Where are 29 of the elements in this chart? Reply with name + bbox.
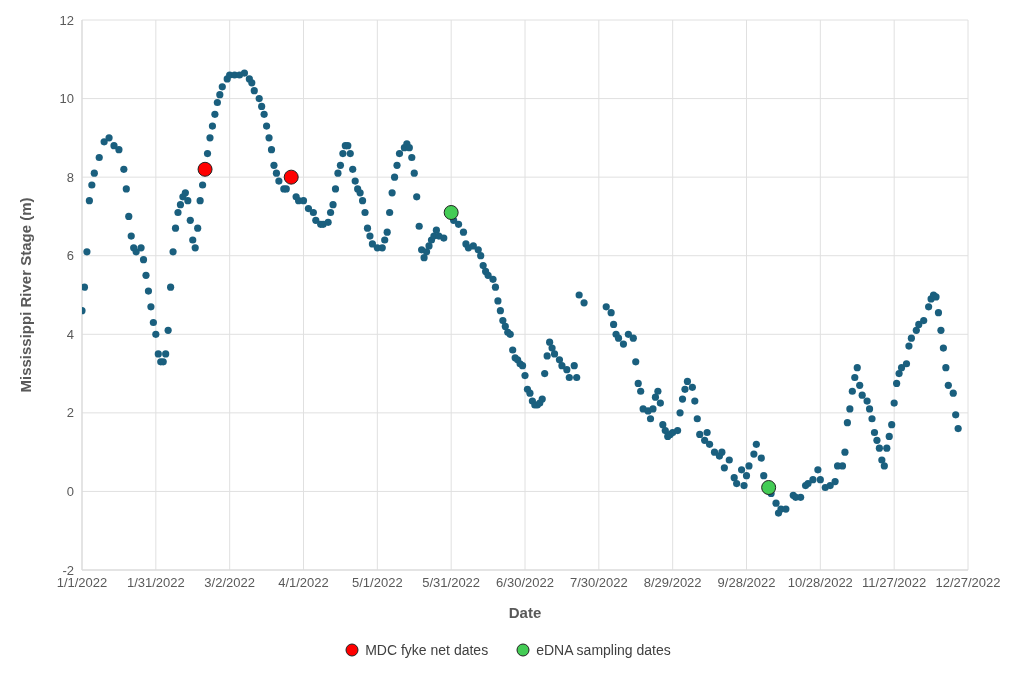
- y-tick-label: 10: [59, 91, 74, 107]
- y-tick-label: 8: [66, 169, 74, 185]
- point: [197, 161, 213, 177]
- y-tick-label: 2: [66, 405, 74, 421]
- x-tick-label: 8/29/2022: [643, 575, 702, 591]
- x-tick-label: 9/28/2022: [717, 575, 776, 591]
- y-tick-label: 12: [59, 12, 74, 28]
- point: [761, 480, 777, 495]
- x-tick-label: 1/1/2022: [56, 575, 108, 591]
- x-tick-label: 1/31/2022: [126, 575, 185, 591]
- legend-label: MDC fyke net dates: [365, 642, 489, 658]
- x-tick-label: 12/27/2022: [935, 575, 1001, 591]
- x-tick-label: 5/1/2022: [352, 575, 403, 591]
- point: [283, 169, 299, 185]
- y-tick-label: 4: [66, 326, 74, 342]
- y-tick-label: 0: [66, 484, 74, 500]
- legend-label: eDNA sampling dates: [536, 642, 671, 658]
- x-tick-label: 6/30/2022: [496, 575, 554, 591]
- y-tick-label: -2: [62, 562, 74, 578]
- x-tick-label: 10/28/2022: [787, 575, 853, 591]
- y-tick-label: 6: [66, 248, 74, 264]
- x-tick-label: 4/1/2022: [278, 575, 329, 591]
- y-axis-title: Mississippi River Stage (m): [17, 197, 35, 393]
- x-tick-label: 5/31/2022: [422, 575, 481, 591]
- x-tick-label: 3/2/2022: [204, 575, 255, 591]
- x-tick-label: 11/27/2022: [862, 575, 927, 591]
- x-tick-label: 7/30/2022: [569, 575, 628, 591]
- x-axis-title: Date: [508, 604, 542, 621]
- point: [443, 205, 459, 220]
